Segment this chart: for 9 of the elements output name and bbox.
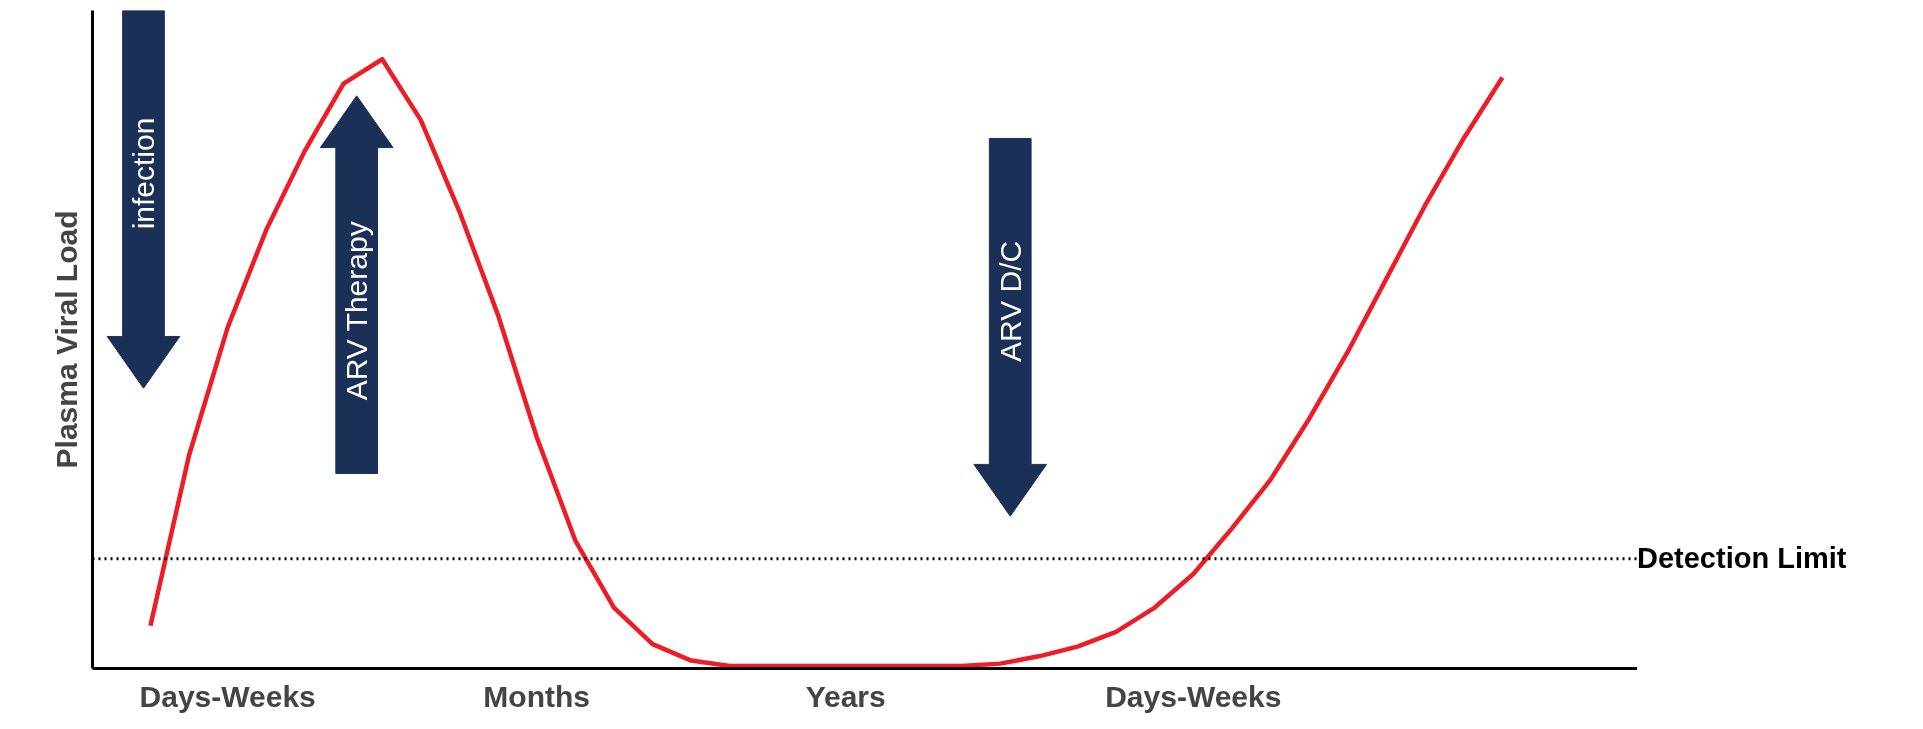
annotation: ARV D/C <box>993 240 1027 362</box>
x-tick-label: Months <box>483 679 591 713</box>
ref-line-label: Detection Limit <box>1637 541 1847 576</box>
annotation: infection <box>126 117 160 230</box>
x-tick-label: Years <box>805 679 886 713</box>
x-tick-label: Days-Weeks <box>1105 679 1282 713</box>
x-tick-label: Days-Weeks <box>139 679 316 713</box>
annotation: ARV Therapy <box>340 221 374 401</box>
y-axis-title: Plasma Viral Load <box>49 210 83 469</box>
